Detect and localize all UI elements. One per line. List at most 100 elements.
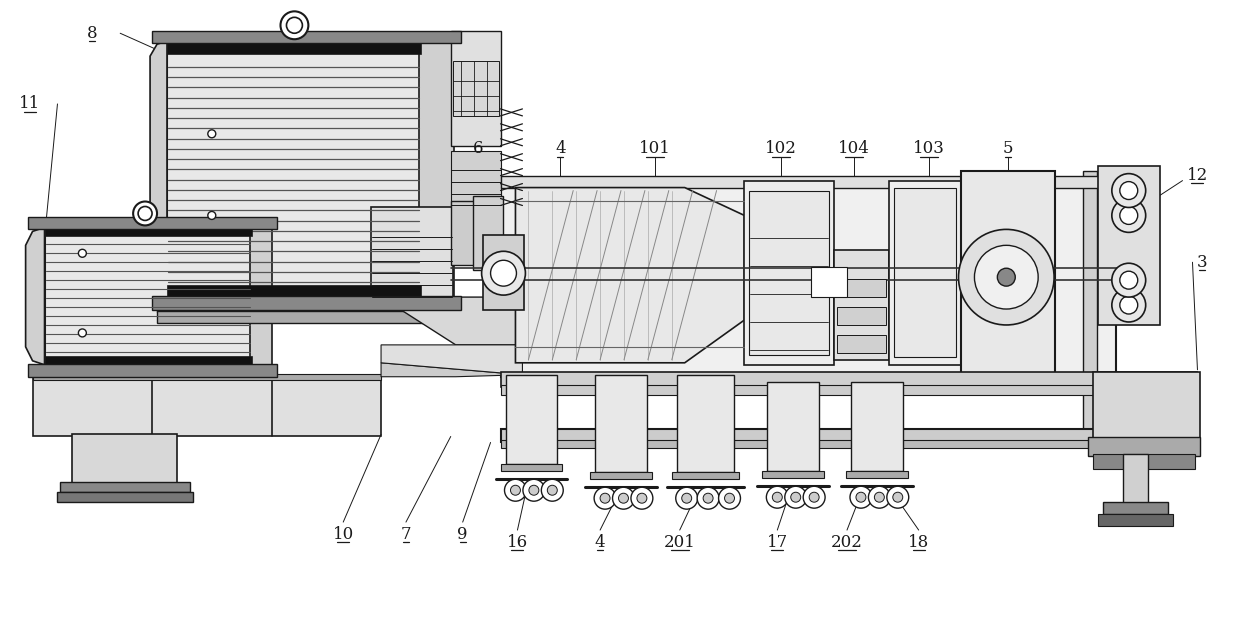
Bar [45,227,252,236]
Bar [506,375,557,464]
Circle shape [1120,182,1138,199]
Bar [501,178,1116,377]
Circle shape [613,487,635,509]
Circle shape [542,479,563,501]
Text: 17: 17 [766,533,787,551]
Bar [894,187,956,357]
Bar [57,492,193,502]
Bar [27,364,277,377]
Circle shape [133,201,157,225]
Bar [153,296,461,310]
Bar [32,374,381,380]
Bar [167,41,420,297]
Circle shape [594,487,616,509]
Circle shape [1120,271,1138,289]
Bar [501,176,1116,187]
Circle shape [893,492,903,502]
Bar [157,302,560,312]
Text: 5: 5 [1003,140,1013,157]
Bar [153,31,461,43]
Circle shape [676,487,698,509]
Polygon shape [150,41,167,297]
Bar [453,61,498,116]
Bar [837,279,885,297]
Circle shape [810,492,820,502]
Circle shape [975,245,1038,309]
Circle shape [491,260,516,286]
Circle shape [697,487,719,509]
Polygon shape [381,297,522,345]
Circle shape [718,487,740,509]
Text: 201: 201 [663,533,696,551]
Bar [1102,502,1168,514]
Circle shape [1112,173,1146,208]
Bar [451,201,476,265]
Bar [961,171,1055,380]
Bar [811,267,847,297]
Text: 9: 9 [458,526,467,542]
Circle shape [529,485,539,495]
Circle shape [766,486,789,508]
Circle shape [481,251,526,295]
Circle shape [868,486,890,508]
Bar [157,311,565,323]
Bar [45,356,252,364]
Circle shape [959,229,1054,325]
Circle shape [874,492,884,502]
Bar [846,471,908,478]
Circle shape [286,17,303,33]
Circle shape [619,493,629,503]
Bar [837,335,885,353]
Bar [482,236,525,310]
Circle shape [856,492,866,502]
Circle shape [1112,199,1146,232]
Circle shape [997,268,1016,286]
Polygon shape [516,187,744,363]
Circle shape [785,486,807,508]
Bar [472,196,502,271]
Circle shape [682,493,692,503]
Bar [763,471,825,478]
Text: 6: 6 [474,140,484,157]
Circle shape [523,479,544,501]
Text: 12: 12 [1187,167,1208,184]
Bar [501,429,1107,443]
Text: 8: 8 [87,25,98,42]
Bar [1092,371,1200,439]
Polygon shape [26,227,45,364]
Text: 202: 202 [831,533,863,551]
Circle shape [804,486,825,508]
Bar [45,227,252,364]
Bar [835,250,889,360]
Circle shape [703,493,713,503]
Circle shape [724,493,734,503]
Bar [451,31,501,146]
Text: 4: 4 [556,140,565,157]
Bar [768,382,820,471]
Bar [1122,455,1148,504]
Circle shape [208,211,216,220]
Polygon shape [381,363,522,377]
Bar [837,307,885,325]
Text: 104: 104 [838,140,870,157]
Circle shape [511,485,521,495]
Bar [501,371,1198,387]
Bar [371,208,453,302]
Circle shape [138,206,153,220]
Bar [672,472,739,479]
Bar [167,41,420,54]
Circle shape [78,250,87,257]
Bar [677,375,734,472]
Bar [1097,166,1159,325]
Text: 103: 103 [913,140,945,157]
Circle shape [773,492,782,502]
Text: 101: 101 [639,140,671,157]
Bar [27,217,277,229]
Text: 10: 10 [332,526,353,542]
Circle shape [600,493,610,503]
Circle shape [1120,296,1138,314]
Bar [851,382,903,471]
Circle shape [547,485,557,495]
Polygon shape [381,345,522,375]
Circle shape [208,130,216,138]
